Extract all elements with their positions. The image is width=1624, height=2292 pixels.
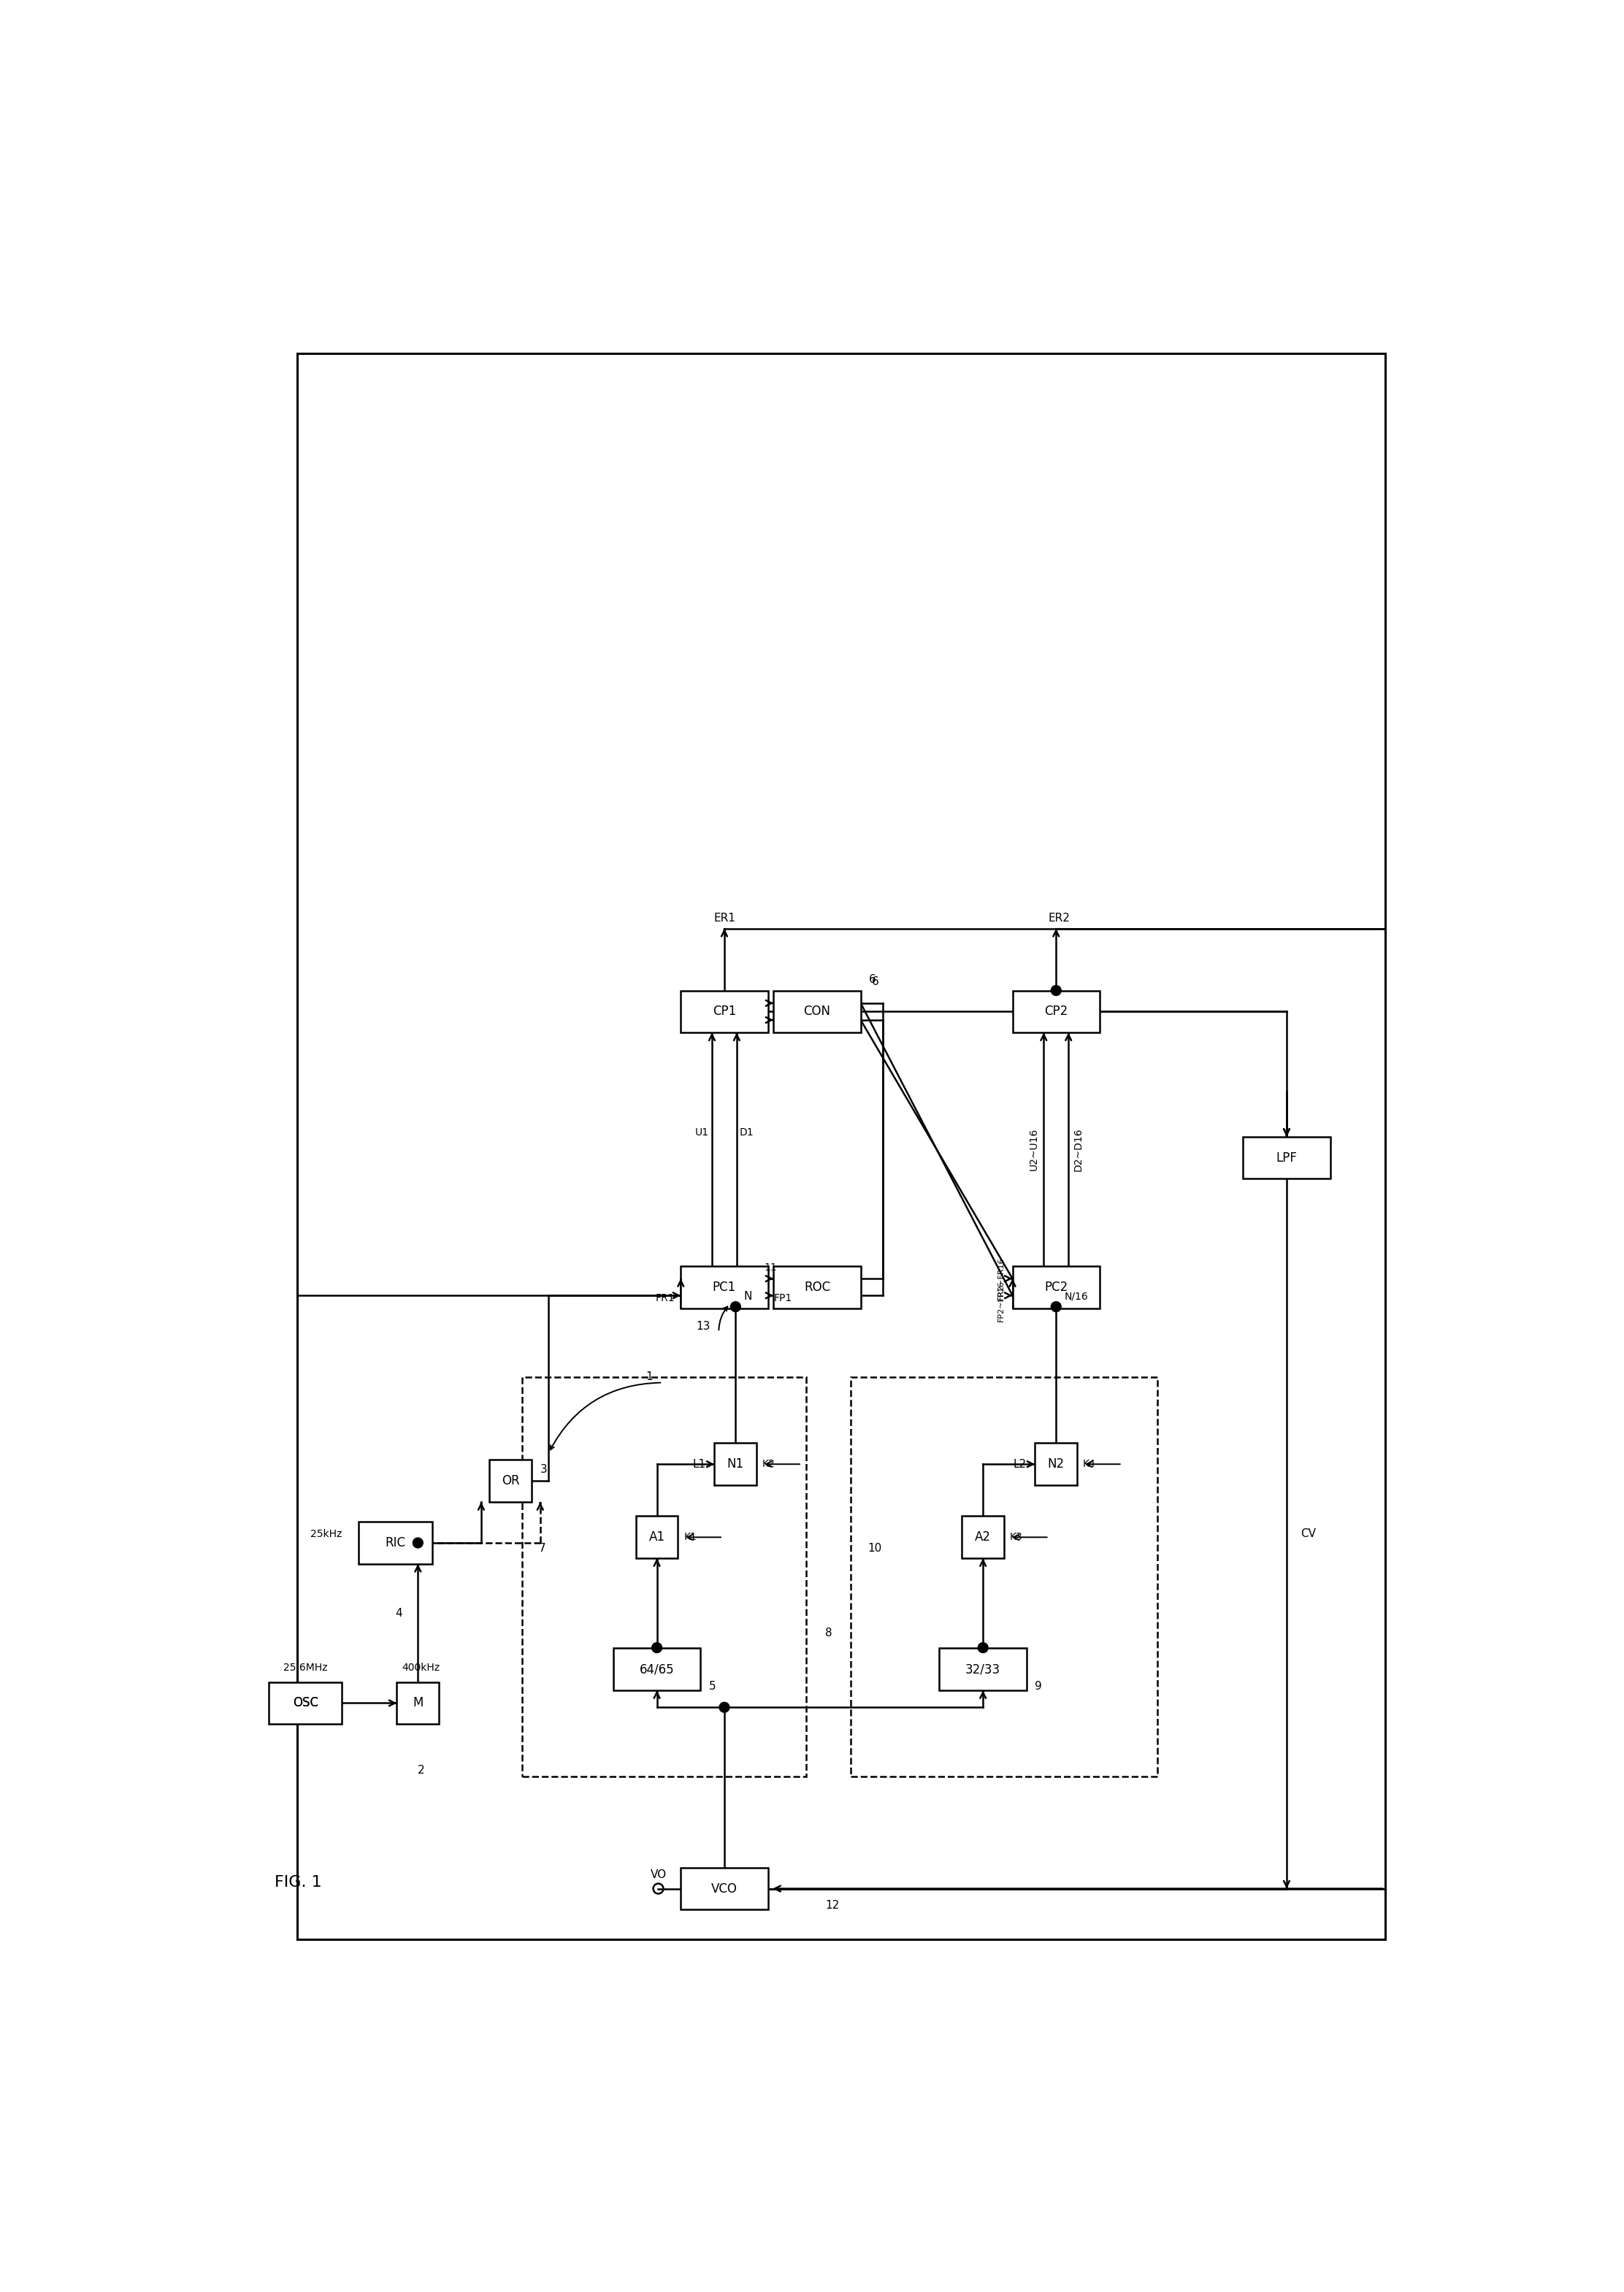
Text: D2~D16: D2~D16 bbox=[1073, 1128, 1083, 1171]
Text: PC2: PC2 bbox=[1044, 1281, 1069, 1293]
Bar bbox=[680, 1265, 768, 1309]
Text: K3: K3 bbox=[1010, 1531, 1023, 1543]
Text: 25.6MHz: 25.6MHz bbox=[283, 1664, 328, 1673]
Text: 3: 3 bbox=[541, 1465, 547, 1476]
Bar bbox=[773, 1265, 861, 1309]
Circle shape bbox=[1051, 986, 1060, 995]
Text: 12: 12 bbox=[825, 1900, 840, 1912]
Bar bbox=[359, 1522, 432, 1563]
Text: A2: A2 bbox=[974, 1531, 991, 1545]
Text: CV: CV bbox=[1301, 1529, 1315, 1540]
Text: VO: VO bbox=[650, 1868, 666, 1879]
Text: K1: K1 bbox=[684, 1531, 697, 1543]
Bar bbox=[396, 1682, 438, 1724]
Text: FR2~FR16: FR2~FR16 bbox=[997, 1258, 1005, 1300]
Text: N1: N1 bbox=[728, 1458, 744, 1471]
Circle shape bbox=[412, 1538, 422, 1547]
Text: CON: CON bbox=[804, 1004, 830, 1018]
Circle shape bbox=[978, 1643, 987, 1653]
Bar bbox=[1012, 990, 1099, 1034]
Circle shape bbox=[719, 1703, 729, 1712]
Bar bbox=[1012, 1265, 1099, 1309]
Text: U1: U1 bbox=[695, 1128, 710, 1137]
Text: FP1: FP1 bbox=[773, 1293, 793, 1304]
Text: 32/33: 32/33 bbox=[965, 1662, 1000, 1675]
Text: 400kHz: 400kHz bbox=[401, 1664, 440, 1673]
Bar bbox=[680, 990, 768, 1034]
Circle shape bbox=[731, 1302, 741, 1311]
Text: 1: 1 bbox=[646, 1371, 653, 1382]
Text: OSC: OSC bbox=[292, 1696, 318, 1710]
Bar bbox=[715, 1444, 757, 1485]
Text: 5: 5 bbox=[710, 1680, 716, 1691]
Bar bbox=[680, 1868, 768, 1909]
Text: 6: 6 bbox=[872, 976, 879, 988]
Text: 9: 9 bbox=[1034, 1680, 1043, 1691]
Text: 6: 6 bbox=[869, 974, 877, 986]
Text: L2: L2 bbox=[1013, 1458, 1026, 1469]
Text: 2: 2 bbox=[417, 1765, 425, 1776]
Text: ER1: ER1 bbox=[713, 912, 736, 924]
Text: RIC: RIC bbox=[385, 1536, 406, 1549]
Text: 25kHz: 25kHz bbox=[310, 1529, 343, 1540]
Bar bbox=[635, 1517, 677, 1559]
Text: CP1: CP1 bbox=[713, 1004, 736, 1018]
Text: N: N bbox=[744, 1290, 752, 1302]
Text: N/16: N/16 bbox=[1064, 1290, 1088, 1302]
Circle shape bbox=[651, 1643, 663, 1653]
Bar bbox=[270, 1682, 343, 1724]
Bar bbox=[1242, 1137, 1330, 1178]
Circle shape bbox=[1051, 1302, 1060, 1311]
Bar bbox=[851, 1377, 1158, 1776]
Bar bbox=[961, 1517, 1004, 1559]
Text: FR1: FR1 bbox=[656, 1293, 676, 1304]
Text: A1: A1 bbox=[650, 1531, 664, 1545]
Bar bbox=[1034, 1444, 1077, 1485]
Bar bbox=[521, 1377, 806, 1776]
Text: VCO: VCO bbox=[711, 1882, 737, 1895]
Text: FP2~FP16: FP2~FP16 bbox=[997, 1281, 1005, 1322]
Text: 64/65: 64/65 bbox=[640, 1662, 674, 1675]
Text: 11: 11 bbox=[765, 1263, 778, 1272]
Text: K4: K4 bbox=[1083, 1460, 1096, 1469]
Bar bbox=[297, 353, 1385, 1939]
Bar bbox=[939, 1648, 1026, 1691]
Text: FIG. 1: FIG. 1 bbox=[274, 1875, 322, 1891]
Text: ROC: ROC bbox=[804, 1281, 830, 1293]
Bar bbox=[773, 990, 861, 1034]
Text: 13: 13 bbox=[697, 1320, 710, 1332]
Text: L1: L1 bbox=[693, 1458, 706, 1469]
Text: 7: 7 bbox=[539, 1543, 546, 1554]
Text: N2: N2 bbox=[1047, 1458, 1064, 1471]
Text: LPF: LPF bbox=[1276, 1151, 1298, 1164]
Text: 10: 10 bbox=[867, 1543, 882, 1554]
Text: U2~U16: U2~U16 bbox=[1028, 1128, 1039, 1171]
Bar bbox=[489, 1460, 531, 1501]
Text: ER2: ER2 bbox=[1047, 912, 1070, 924]
Text: 4: 4 bbox=[395, 1607, 403, 1618]
Text: CP2: CP2 bbox=[1044, 1004, 1069, 1018]
Text: PC1: PC1 bbox=[713, 1281, 736, 1293]
Text: OSC: OSC bbox=[292, 1696, 318, 1710]
Text: M: M bbox=[412, 1696, 424, 1710]
Text: D1: D1 bbox=[739, 1128, 754, 1137]
Text: 8: 8 bbox=[825, 1627, 831, 1639]
Bar bbox=[614, 1648, 700, 1691]
Text: K2: K2 bbox=[762, 1460, 775, 1469]
Text: OR: OR bbox=[502, 1474, 520, 1488]
